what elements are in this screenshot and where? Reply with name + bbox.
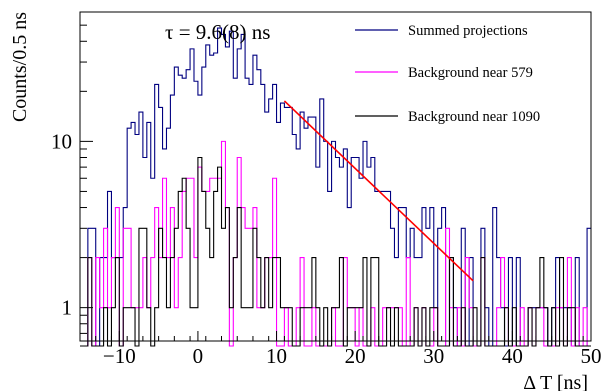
y-tick-label: 1 [62,296,73,320]
x-tick-label: 20 [345,344,366,368]
y-axis-title: Counts/0.5 ns [9,12,31,122]
x-tick-label: 0 [193,344,204,368]
histogram-summed-projections [80,27,591,347]
fit-layer [283,100,474,282]
x-tick-label: −10 [103,344,136,368]
histogram-background-near-1090 [80,156,591,347]
legend-label: Background near 1090 [408,109,540,125]
plot-frame [79,11,592,342]
x-axis-title: Δ T [ns] [523,372,588,391]
legend-label: Summed projections [408,23,528,39]
x-tick-label: 40 [502,344,523,368]
y-tick-label: 10 [51,129,72,153]
axes-layer: −10 0 10 20 30 40 50 1 10 [51,11,602,368]
x-tick-label: 50 [581,344,602,368]
x-tick-label: 10 [266,344,287,368]
tau-annotation: τ = 9.6(8) ns [165,20,270,44]
fit-line [283,100,474,282]
x-tick-label: 30 [423,344,444,368]
legend: Summed projections Background near 579 Bac… [355,23,540,125]
legend-label: Background near 579 [408,65,533,81]
histogram-layer [80,27,591,347]
